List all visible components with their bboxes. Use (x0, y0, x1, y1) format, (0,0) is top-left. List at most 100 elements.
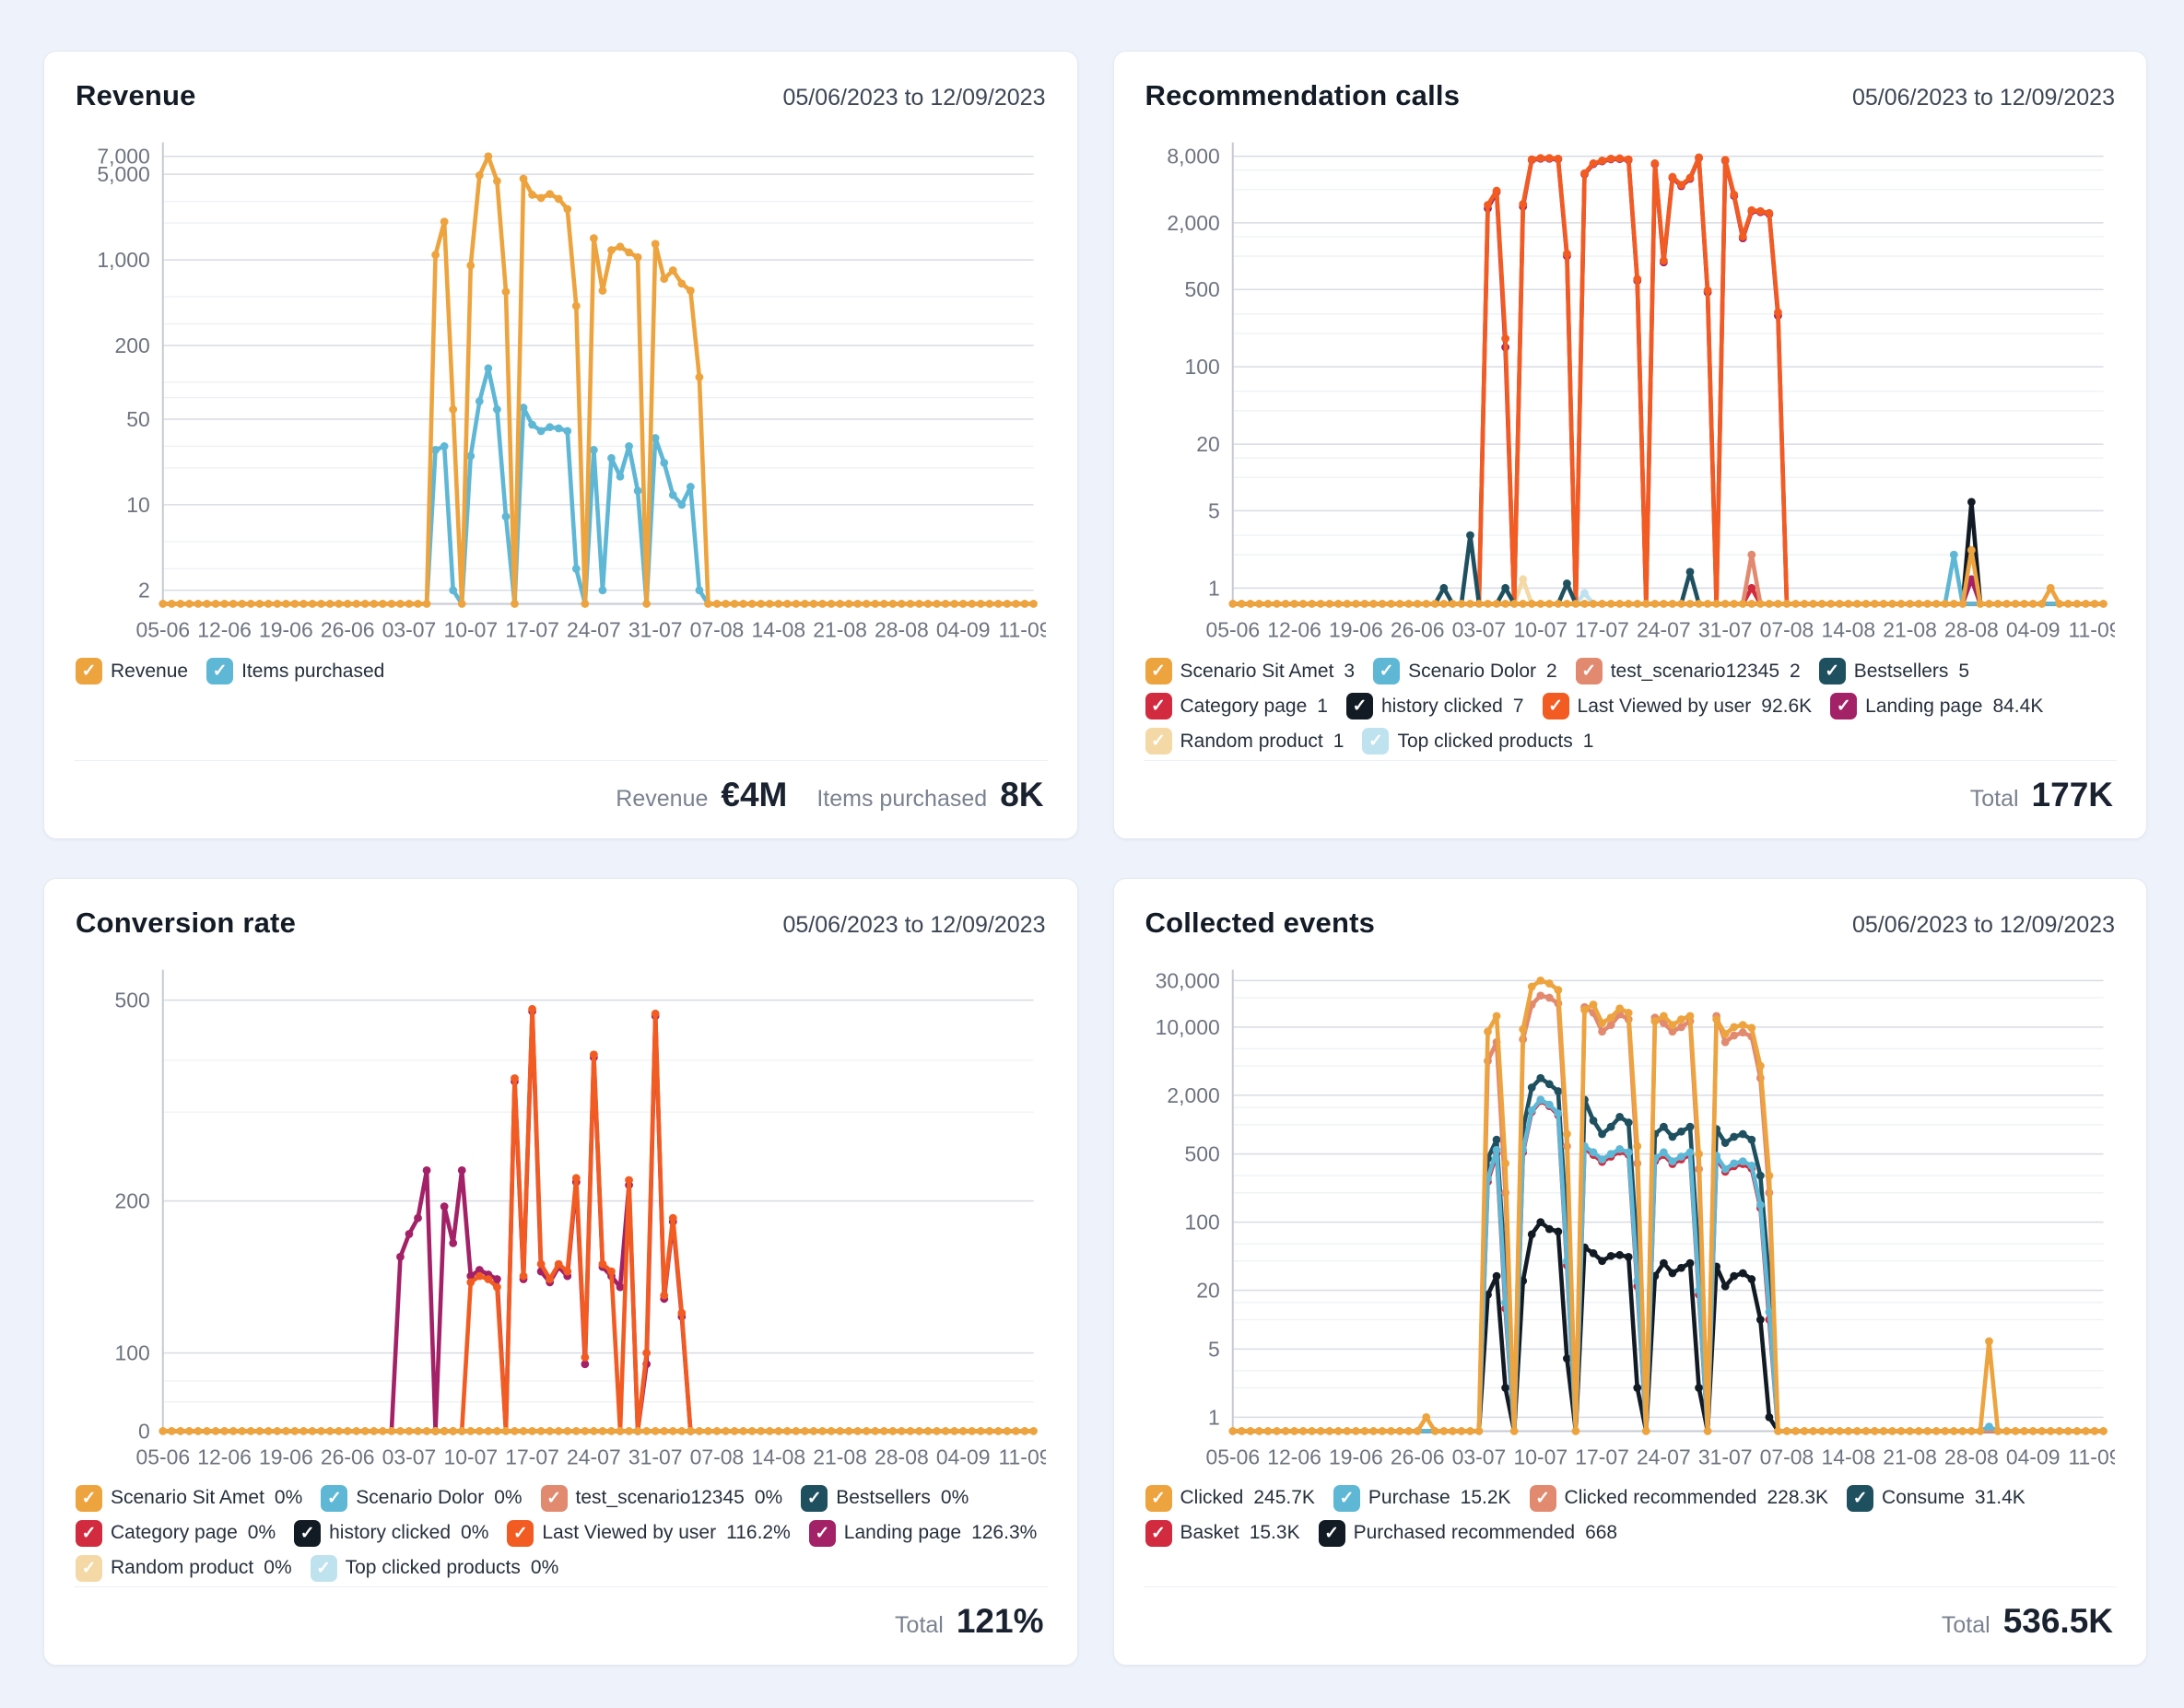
data-point (1606, 1122, 1615, 1131)
y-tick-label: 500 (115, 988, 150, 1012)
legend-item[interactable]: ✓ Bestsellers 5 (1818, 658, 1969, 684)
legend-item[interactable]: ✓ history clicked 7 (1345, 693, 1524, 719)
data-point (1729, 190, 1738, 199)
legend-checkbox-checked-icon[interactable]: ✓ (1529, 1484, 1556, 1512)
legend-checkbox-checked-icon[interactable]: ✓ (1345, 693, 1373, 719)
legend-item[interactable]: ✓ Items purchased (206, 658, 384, 684)
legend-checkbox-checked-icon[interactable]: ✓ (76, 1484, 102, 1512)
data-point (818, 1426, 827, 1435)
legend-item[interactable]: ✓ Purchased recommended 668 (1318, 1519, 1617, 1547)
data-point (616, 1282, 625, 1292)
legend-checkbox-checked-icon[interactable]: ✓ (1145, 1519, 1172, 1547)
legend-checkbox-checked-icon[interactable]: ✓ (310, 1554, 337, 1582)
data-point (782, 1426, 792, 1435)
data-point (457, 1165, 466, 1175)
data-point (1237, 600, 1246, 608)
legend-checkbox-checked-icon[interactable]: ✓ (1542, 693, 1569, 719)
legend-checkbox-checked-icon[interactable]: ✓ (1145, 693, 1172, 719)
data-point (378, 1426, 387, 1435)
data-point (1746, 1274, 1755, 1283)
data-point (2054, 1426, 2063, 1435)
legend-item[interactable]: ✓ Last Viewed by user 116.2% (507, 1519, 791, 1547)
data-point (1527, 600, 1536, 608)
legend-item[interactable]: ✓ Category page 1 (1145, 693, 1328, 719)
legend-checkbox-checked-icon[interactable]: ✓ (1830, 693, 1858, 719)
legend-checkbox-checked-icon[interactable]: ✓ (1818, 658, 1846, 684)
card-header: Conversion rate 05/06/2023 to 12/09/2023 (76, 907, 1046, 940)
revenue-chart: 7,000 5,000 1,000 200 50 10 2 05-06 12-06 19-06 26… (76, 133, 1046, 649)
legend-item[interactable]: ✓ Category page 0% (76, 1519, 276, 1547)
legend-checkbox-checked-icon[interactable]: ✓ (1333, 1484, 1360, 1512)
legend-item[interactable]: ✓ Revenue (76, 658, 188, 684)
legend-checkbox-checked-icon[interactable]: ✓ (1847, 1484, 1874, 1512)
y-tick-label: 8,000 (1167, 145, 1219, 169)
legend-checkbox-checked-icon[interactable]: ✓ (507, 1519, 534, 1547)
legend-checkbox-checked-icon[interactable]: ✓ (76, 1554, 102, 1582)
legend-item[interactable]: ✓ Bestsellers 0% (801, 1484, 969, 1512)
legend-checkbox-checked-icon[interactable]: ✓ (294, 1519, 322, 1547)
legend-item[interactable]: ✓ Purchase 15.2K (1333, 1484, 1511, 1512)
legend-item[interactable]: ✓ Clicked recommended 228.3K (1529, 1484, 1828, 1512)
legend-item[interactable]: ✓ Top clicked products 1 (1362, 728, 1593, 755)
legend-item[interactable]: ✓ Consume 31.4K (1847, 1484, 2025, 1512)
legend-checkbox-checked-icon[interactable]: ✓ (206, 658, 234, 684)
legend-checkbox-checked-icon[interactable]: ✓ (76, 658, 102, 684)
data-point (1307, 1426, 1316, 1435)
data-point (281, 600, 290, 608)
data-point (1800, 1426, 1808, 1435)
legend-item[interactable]: ✓ history clicked 0% (294, 1519, 488, 1547)
legend-item[interactable]: ✓ Clicked 245.7K (1145, 1484, 1315, 1512)
data-point (1993, 1426, 2002, 1435)
y-tick-label: 500 (1184, 277, 1219, 301)
data-point (536, 427, 546, 436)
data-point (317, 600, 325, 608)
x-tick-label: 14-08 (751, 1445, 805, 1468)
legend-item[interactable]: ✓ Scenario Dolor 2 (1373, 658, 1557, 684)
card-header: Revenue 05/06/2023 to 12/09/2023 (76, 79, 1046, 112)
legend-item[interactable]: ✓ Random product 0% (76, 1554, 292, 1582)
legend-item[interactable]: ✓ test_scenario12345 2 (1575, 658, 1801, 684)
data-point (1755, 1315, 1765, 1324)
legend-checkbox-checked-icon[interactable]: ✓ (1145, 728, 1172, 755)
data-point (563, 1267, 572, 1276)
legend-item[interactable]: ✓ Top clicked products 0% (310, 1554, 558, 1582)
legend-label: Top clicked products (1397, 730, 1573, 752)
legend-item[interactable]: ✓ Scenario Sit Amet 3 (1145, 658, 1355, 684)
legend-checkbox-checked-icon[interactable]: ✓ (808, 1519, 836, 1547)
legend-item[interactable]: ✓ Random product 1 (1145, 728, 1344, 755)
legend-checkbox-checked-icon[interactable]: ✓ (76, 1519, 102, 1547)
legend-checkbox-checked-icon[interactable]: ✓ (1145, 658, 1172, 684)
legend-item[interactable]: ✓ Scenario Sit Amet 0% (76, 1484, 302, 1512)
legend-item[interactable]: ✓ Landing page 84.4K (1830, 693, 2043, 719)
legend-item[interactable]: ✓ test_scenario12345 0% (540, 1484, 782, 1512)
legend-checkbox-checked-icon[interactable]: ✓ (801, 1484, 828, 1512)
data-point (1492, 1145, 1500, 1154)
legend-item[interactable]: ✓ Last Viewed by user 92.6K (1542, 693, 1812, 719)
x-tick-label: 10-07 (1513, 617, 1568, 641)
data-point (1438, 600, 1448, 608)
data-point (1553, 600, 1562, 608)
data-point (1615, 1250, 1624, 1259)
data-point (1413, 600, 1422, 608)
data-point (1438, 1426, 1448, 1435)
legend-item[interactable]: ✓ Basket 15.3K (1145, 1519, 1300, 1547)
legend-item[interactable]: ✓ Scenario Dolor 0% (321, 1484, 523, 1512)
legend-label: Scenario Dolor (1408, 660, 1537, 682)
data-point (1413, 1426, 1422, 1435)
legend-checkbox-checked-icon[interactable]: ✓ (321, 1484, 348, 1512)
data-point (1254, 1426, 1263, 1435)
legend-item[interactable]: ✓ Landing page 126.3% (808, 1519, 1037, 1547)
data-point (1535, 1217, 1544, 1226)
data-point (335, 600, 344, 608)
legend-checkbox-checked-icon[interactable]: ✓ (1145, 1484, 1172, 1512)
legend-checkbox-checked-icon[interactable]: ✓ (1575, 658, 1603, 684)
legend-label: Random product (1180, 730, 1323, 752)
data-point (1448, 600, 1457, 608)
data-point (1492, 1011, 1500, 1020)
legend-checkbox-checked-icon[interactable]: ✓ (1318, 1519, 1345, 1547)
legend-checkbox-checked-icon[interactable]: ✓ (540, 1484, 568, 1512)
legend-checkbox-checked-icon[interactable]: ✓ (1362, 728, 1390, 755)
legend-checkbox-checked-icon[interactable]: ✓ (1373, 658, 1401, 684)
data-point (950, 1426, 959, 1435)
data-point (422, 1165, 431, 1175)
